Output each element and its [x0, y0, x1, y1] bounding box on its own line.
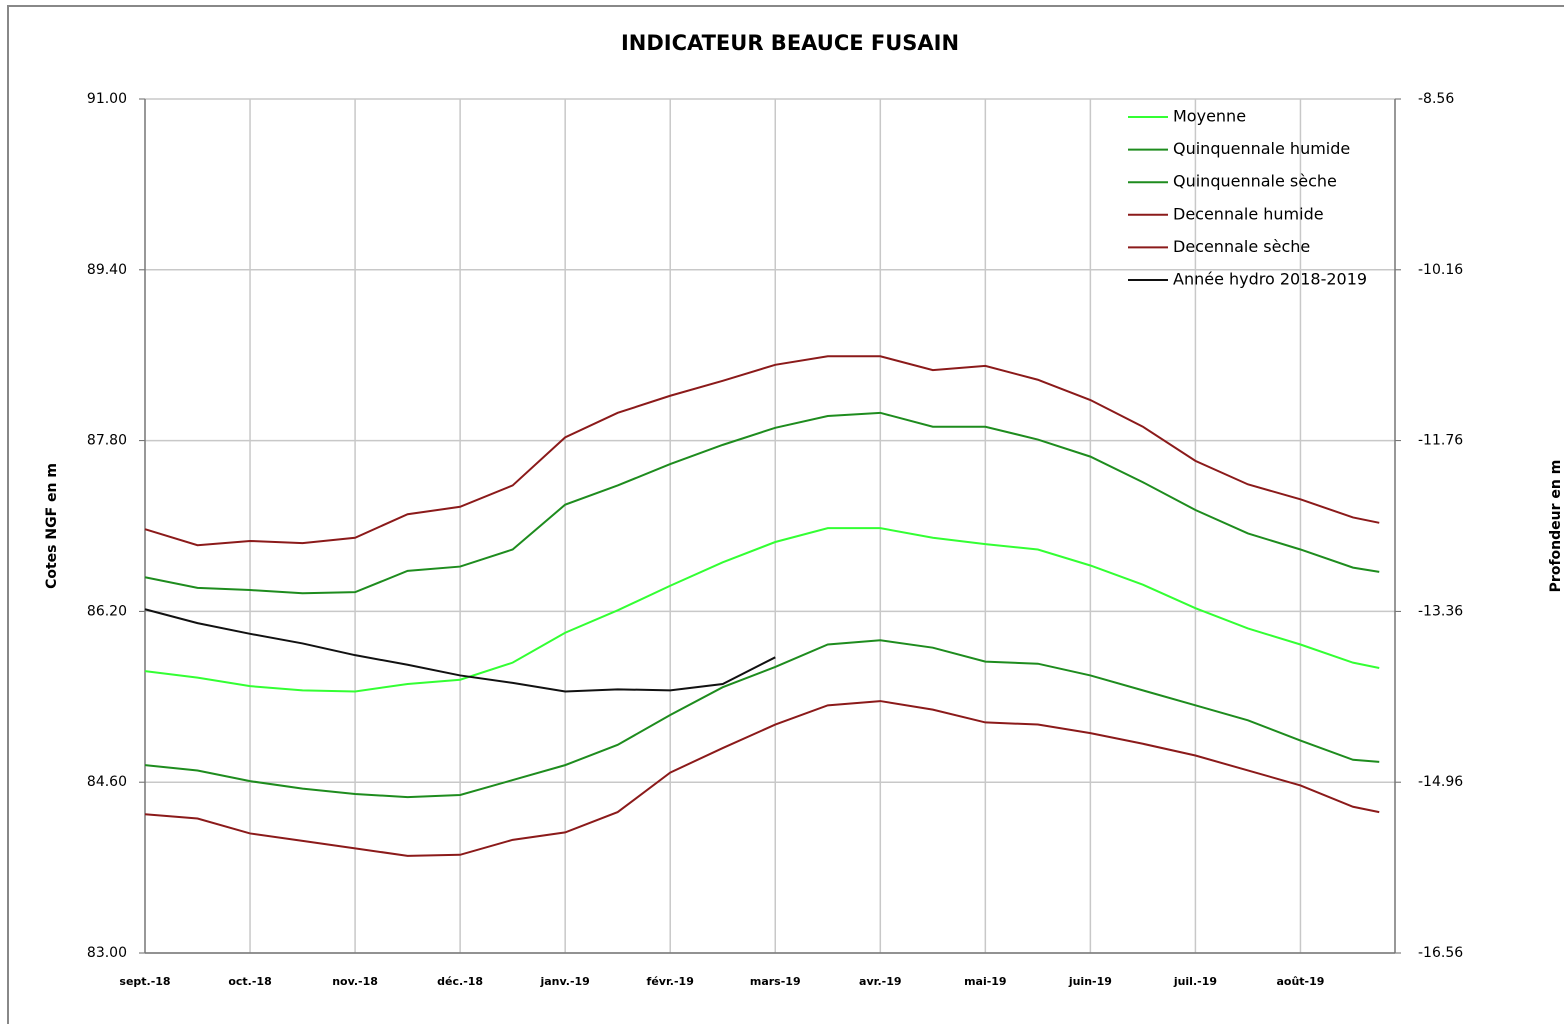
y-tick-label: 83.00	[87, 945, 127, 961]
legend-label: Moyenne	[1173, 107, 1246, 126]
frame	[7, 5, 1564, 1024]
y2-tick-label: -16.56	[1418, 945, 1463, 961]
legend-label: Quinquennale humide	[1173, 139, 1350, 158]
legend-label: Decennale sèche	[1173, 237, 1310, 256]
series-line	[144, 700, 1380, 857]
x-tick-label: août-19	[1276, 975, 1324, 988]
y-tick-label: 89.40	[87, 262, 127, 278]
y2-tick-label: -14.96	[1418, 774, 1463, 790]
x-tick-label: juil.-19	[1173, 975, 1217, 988]
y2-tick-label: -8.56	[1418, 91, 1454, 107]
x-tick-label: juin-19	[1068, 975, 1112, 988]
y-tick-label: 84.60	[87, 774, 127, 790]
x-tick-label: sept.-18	[119, 975, 170, 988]
chart-title: INDICATEUR BEAUCE FUSAIN	[621, 31, 959, 55]
y2-axis-label: Profondeur en m	[1548, 460, 1564, 593]
x-tick-label: oct.-18	[228, 975, 271, 988]
legend-label: Decennale humide	[1173, 204, 1324, 223]
y-axis-label: Cotes NGF en m	[44, 463, 60, 589]
x-tick-label: mai-19	[964, 975, 1007, 988]
y-tick-label: 87.80	[87, 433, 127, 449]
x-tick-label: avr.-19	[859, 975, 902, 988]
x-tick-label: déc.-18	[437, 975, 483, 988]
x-tick-label: mars-19	[750, 975, 801, 988]
series-line	[144, 355, 1380, 547]
series-line	[144, 608, 776, 693]
series-line	[144, 527, 1380, 693]
y2-tick-label: -10.16	[1418, 262, 1463, 278]
series-line	[144, 639, 1380, 799]
legend-label: Année hydro 2018-2019	[1173, 270, 1367, 289]
x-tick-label: févr.-19	[647, 975, 694, 988]
legend-label: Quinquennale sèche	[1173, 172, 1337, 191]
x-tick-label: janv.-19	[539, 975, 589, 988]
series-line	[144, 411, 1380, 595]
y2-tick-label: -13.36	[1418, 603, 1463, 619]
y-tick-label: 86.20	[87, 603, 127, 619]
x-tick-label: nov.-18	[332, 975, 378, 988]
y2-tick-label: -11.76	[1418, 433, 1463, 449]
y-tick-label: 91.00	[87, 91, 127, 107]
